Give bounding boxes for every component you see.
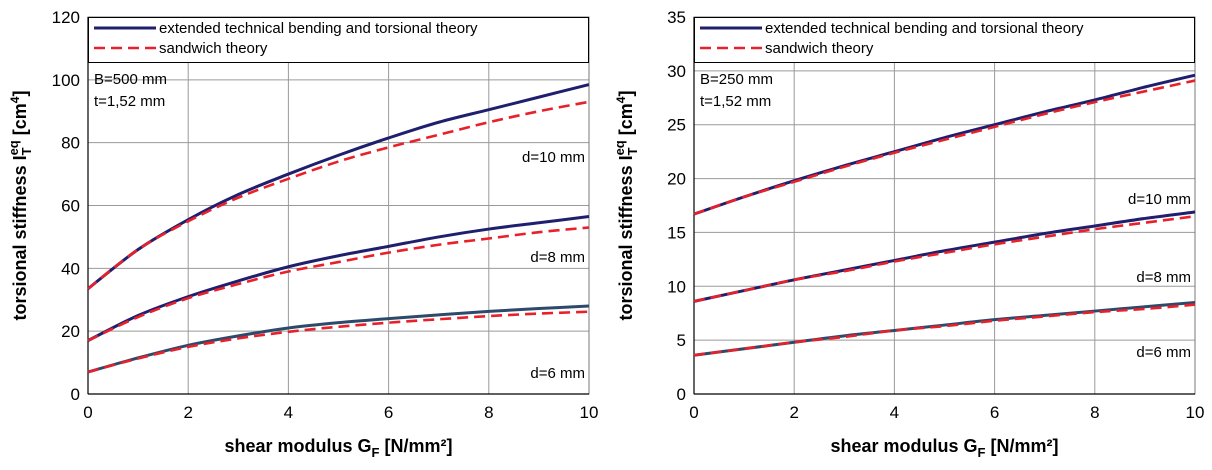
legend-label: extended technical bending and torsional…: [159, 20, 478, 37]
x-tick-label: 2: [789, 403, 798, 422]
y-tick-label: 100: [52, 71, 80, 90]
parameter-label: B=250 mm: [700, 71, 773, 88]
y-axis-title: torsional stiffness ITeq [cm4]: [6, 91, 34, 321]
y-tick-label: 30: [667, 62, 686, 81]
legend-label: extended technical bending and torsional…: [765, 20, 1084, 37]
x-tick-label: 4: [890, 403, 899, 422]
y-axis-title: torsional stiffness ITeq [cm4]: [612, 91, 640, 321]
parameter-label: t=1,52 mm: [94, 93, 165, 110]
x-tick-label: 6: [384, 403, 393, 422]
x-tick-label: 10: [580, 403, 599, 422]
y-tick-label: 35: [667, 8, 686, 27]
chart-b500: 0 2 4 6 8 10 0 20 40 60 80 100 120 shear modulus GF […: [6, 8, 599, 460]
legend-label: sandwich theory: [159, 40, 268, 57]
curve-label: d=10 mm: [522, 149, 585, 166]
series-line-sandwich-0: [87, 100, 590, 290]
curve-label: d=8 mm: [1136, 269, 1191, 286]
curve-label: d=10 mm: [1128, 191, 1191, 208]
curve-label: d=6 mm: [530, 365, 585, 382]
x-axis-title: shear modulus GF [N/mm²]: [831, 436, 1059, 460]
y-tick-label: 20: [667, 170, 686, 189]
series-line-sandwich-0: [693, 79, 1196, 216]
parameter-label: B=500 mm: [94, 71, 167, 88]
y-tick-label: 25: [667, 116, 686, 135]
series-line-extended-0: [87, 83, 590, 290]
chart-b250-svg: 0 2 4 6 8 10 0 5 10 15 20 25 30 35 shear modulus GF [N…: [612, 8, 1205, 460]
legend-box: [88, 17, 589, 63]
y-tick-label: 0: [677, 385, 686, 404]
y-tick-label: 15: [667, 223, 686, 242]
x-tick-label: 8: [1090, 403, 1099, 422]
x-tick-label: 6: [990, 403, 999, 422]
y-tick-label: 80: [61, 134, 80, 153]
legend: extended technical bending and torsional…: [694, 17, 1195, 63]
y-tick-label: 0: [71, 385, 80, 404]
series-lines: [87, 83, 590, 374]
y-tick-label: 5: [677, 331, 686, 350]
series-line-sandwich-2: [87, 310, 590, 374]
x-tick-label: 2: [183, 403, 192, 422]
legend-label: sandwich theory: [765, 40, 874, 57]
x-tick-label: 8: [484, 403, 493, 422]
series-line-sandwich-1: [693, 214, 1196, 303]
x-tick-label: 0: [83, 403, 92, 422]
legend: extended technical bending and torsional…: [88, 17, 589, 63]
series-line-extended-1: [87, 215, 590, 342]
x-tick-label: 4: [284, 403, 293, 422]
y-tick-label: 10: [667, 277, 686, 296]
y-tick-label: 120: [52, 8, 80, 27]
x-axis-title: shear modulus GF [N/mm²]: [225, 436, 453, 460]
y-tick-label: 60: [61, 197, 80, 216]
series-line-sandwich-2: [693, 303, 1196, 357]
y-tick-label: 40: [61, 259, 80, 278]
x-tick-label: 0: [689, 403, 698, 422]
chart-b250: 0 2 4 6 8 10 0 5 10 15 20 25 30 35 shear modulus GF [N…: [606, 0, 1212, 470]
curve-label: d=6 mm: [1136, 344, 1191, 361]
series-line-sandwich-1: [87, 226, 590, 342]
parameter-label: t=1,52 mm: [700, 93, 771, 110]
legend-box: [694, 17, 1195, 63]
series-lines: [693, 73, 1196, 357]
curve-label: d=8 mm: [530, 249, 585, 266]
y-tick-label: 20: [61, 322, 80, 341]
x-tick-label: 10: [1186, 403, 1205, 422]
